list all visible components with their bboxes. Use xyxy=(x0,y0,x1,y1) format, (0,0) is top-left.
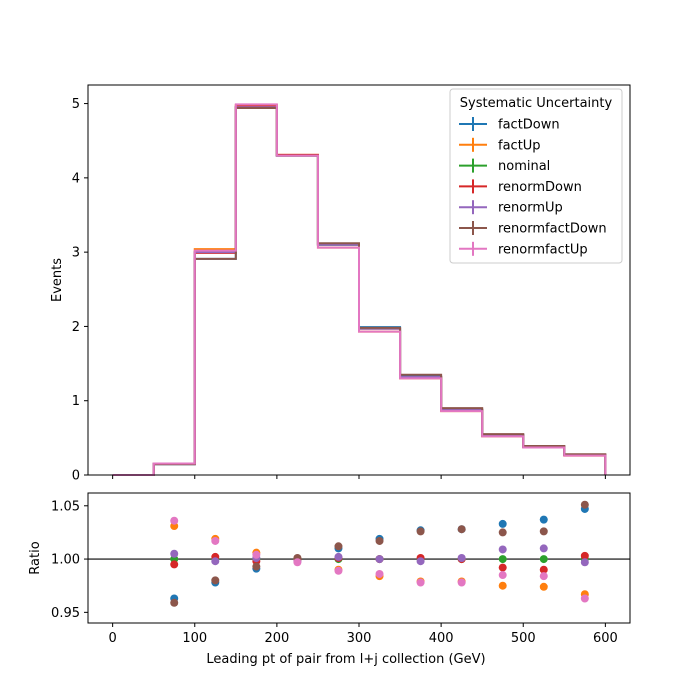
ratio-point-renormUp xyxy=(416,557,425,566)
ratio-point-renormfactDown xyxy=(498,528,507,537)
legend-label: factDown xyxy=(498,118,560,133)
ratio-point-renormUp xyxy=(211,557,220,566)
main-ytick-label: 2 xyxy=(72,320,80,335)
legend-entry-renormfactDown: renormfactDown xyxy=(459,221,607,237)
legend-label: renormUp xyxy=(498,201,563,216)
ratio-ylabel: Ratio xyxy=(28,541,43,574)
ratio-point-renormUp xyxy=(457,554,466,562)
ratio-point-renormUp xyxy=(375,555,384,564)
legend-label: renormfactDown xyxy=(498,222,607,237)
ratio-ytick-label: 0.95 xyxy=(51,606,80,621)
ratio-point-factUp xyxy=(498,581,507,590)
ratio-point-renormUp xyxy=(334,552,343,561)
ratio-point-renormfactDown xyxy=(211,576,220,585)
legend-entry-renormUp: renormUp xyxy=(459,200,563,216)
ratio-point-factDown xyxy=(539,515,548,524)
ratio-panel: 0.95 1.00 1.05 0 100 200 300 400 500 600 Ratio Lead… xyxy=(28,492,631,667)
ratio-xtick-label: 500 xyxy=(511,631,536,646)
ratio-point-renormfactDown xyxy=(334,542,343,551)
main-ytick-label: 0 xyxy=(72,469,80,484)
ratio-point-renormfactUp xyxy=(211,536,220,545)
main-ytick-label: 5 xyxy=(72,97,80,112)
main-ytick-label: 4 xyxy=(72,171,80,186)
ratio-xtick-label: 300 xyxy=(347,631,372,646)
ratio-point-renormfactUp xyxy=(580,594,589,603)
ratio-point-factDown xyxy=(498,519,507,528)
ratio-point-renormDown xyxy=(498,563,507,572)
legend: Systematic Uncertainty factDown factUp nomi… xyxy=(449,88,623,264)
ratio-point-nominal xyxy=(498,555,507,564)
ratio-point-renormfactDown xyxy=(170,598,179,607)
ratio-point-renormfactUp xyxy=(252,550,261,559)
histogram-renormfactUp xyxy=(112,103,607,476)
legend-entry-factDown: factDown xyxy=(459,117,560,133)
ratio-xtick-label: 600 xyxy=(593,631,618,646)
legend-label: renormfactUp xyxy=(498,242,588,257)
ratio-ytick-label: 1.05 xyxy=(51,499,80,514)
ratio-xtick-label: 0 xyxy=(108,631,116,646)
ratio-xtick-label: 200 xyxy=(264,631,289,646)
ratio-xtick-label: 400 xyxy=(429,631,454,646)
legend-entry-renormDown: renormDown xyxy=(459,179,582,195)
ratio-point-renormfactUp xyxy=(293,558,302,567)
legend-entry-renormfactUp: renormfactUp xyxy=(459,241,588,257)
legend-box xyxy=(449,88,623,264)
legend-title: Systematic Uncertainty xyxy=(460,96,613,111)
ratio-point-renormfactUp xyxy=(498,571,507,580)
ratio-point-renormDown xyxy=(580,551,589,560)
legend-label: factUp xyxy=(498,138,541,153)
ratio-point-renormDown xyxy=(170,560,179,569)
ratio-axes-frame xyxy=(87,492,631,624)
ratio-point-renormfactDown xyxy=(416,527,425,536)
ratio-point-renormfactDown xyxy=(457,525,466,534)
main-ylabel: Events xyxy=(50,258,65,302)
legend-entry-nominal: nominal xyxy=(459,158,550,174)
legend-label: nominal xyxy=(498,159,550,174)
main-ytick-label: 3 xyxy=(72,246,80,261)
main-panel: 0 1 2 3 4 5 Events xyxy=(50,84,631,484)
ratio-point-renormfactUp xyxy=(539,572,548,581)
ratio-point-nominal xyxy=(539,555,548,564)
ratio-point-renormfactUp xyxy=(416,578,425,587)
legend-label: renormDown xyxy=(498,180,582,195)
ratio-point-renormfactDown xyxy=(252,562,261,571)
main-ytick-label: 1 xyxy=(72,394,80,409)
ratio-point-renormUp xyxy=(580,558,589,567)
ratio-ytick-label: 1.00 xyxy=(51,553,80,568)
ratio-point-renormfactUp xyxy=(375,569,384,578)
ratio-point-factUp xyxy=(539,582,548,591)
legend-entry-factUp: factUp xyxy=(459,137,541,153)
ratio-point-renormDown xyxy=(539,565,548,574)
ratio-point-renormUp xyxy=(170,549,179,558)
ratio-xlabel: Leading pt of pair from l+j collection (… xyxy=(206,652,485,667)
ratio-point-renormUp xyxy=(498,545,507,554)
ratio-xtick-label: 100 xyxy=(182,631,207,646)
ratio-point-renormUp xyxy=(539,544,548,553)
ratio-point-renormfactUp xyxy=(334,566,343,575)
ratio-point-renormfactUp xyxy=(170,516,179,525)
ratio-point-renormfactDown xyxy=(375,536,384,545)
ratio-point-renormfactDown xyxy=(580,500,589,509)
ratio-point-renormfactDown xyxy=(539,527,548,536)
ratio-point-renormfactUp xyxy=(457,578,466,587)
